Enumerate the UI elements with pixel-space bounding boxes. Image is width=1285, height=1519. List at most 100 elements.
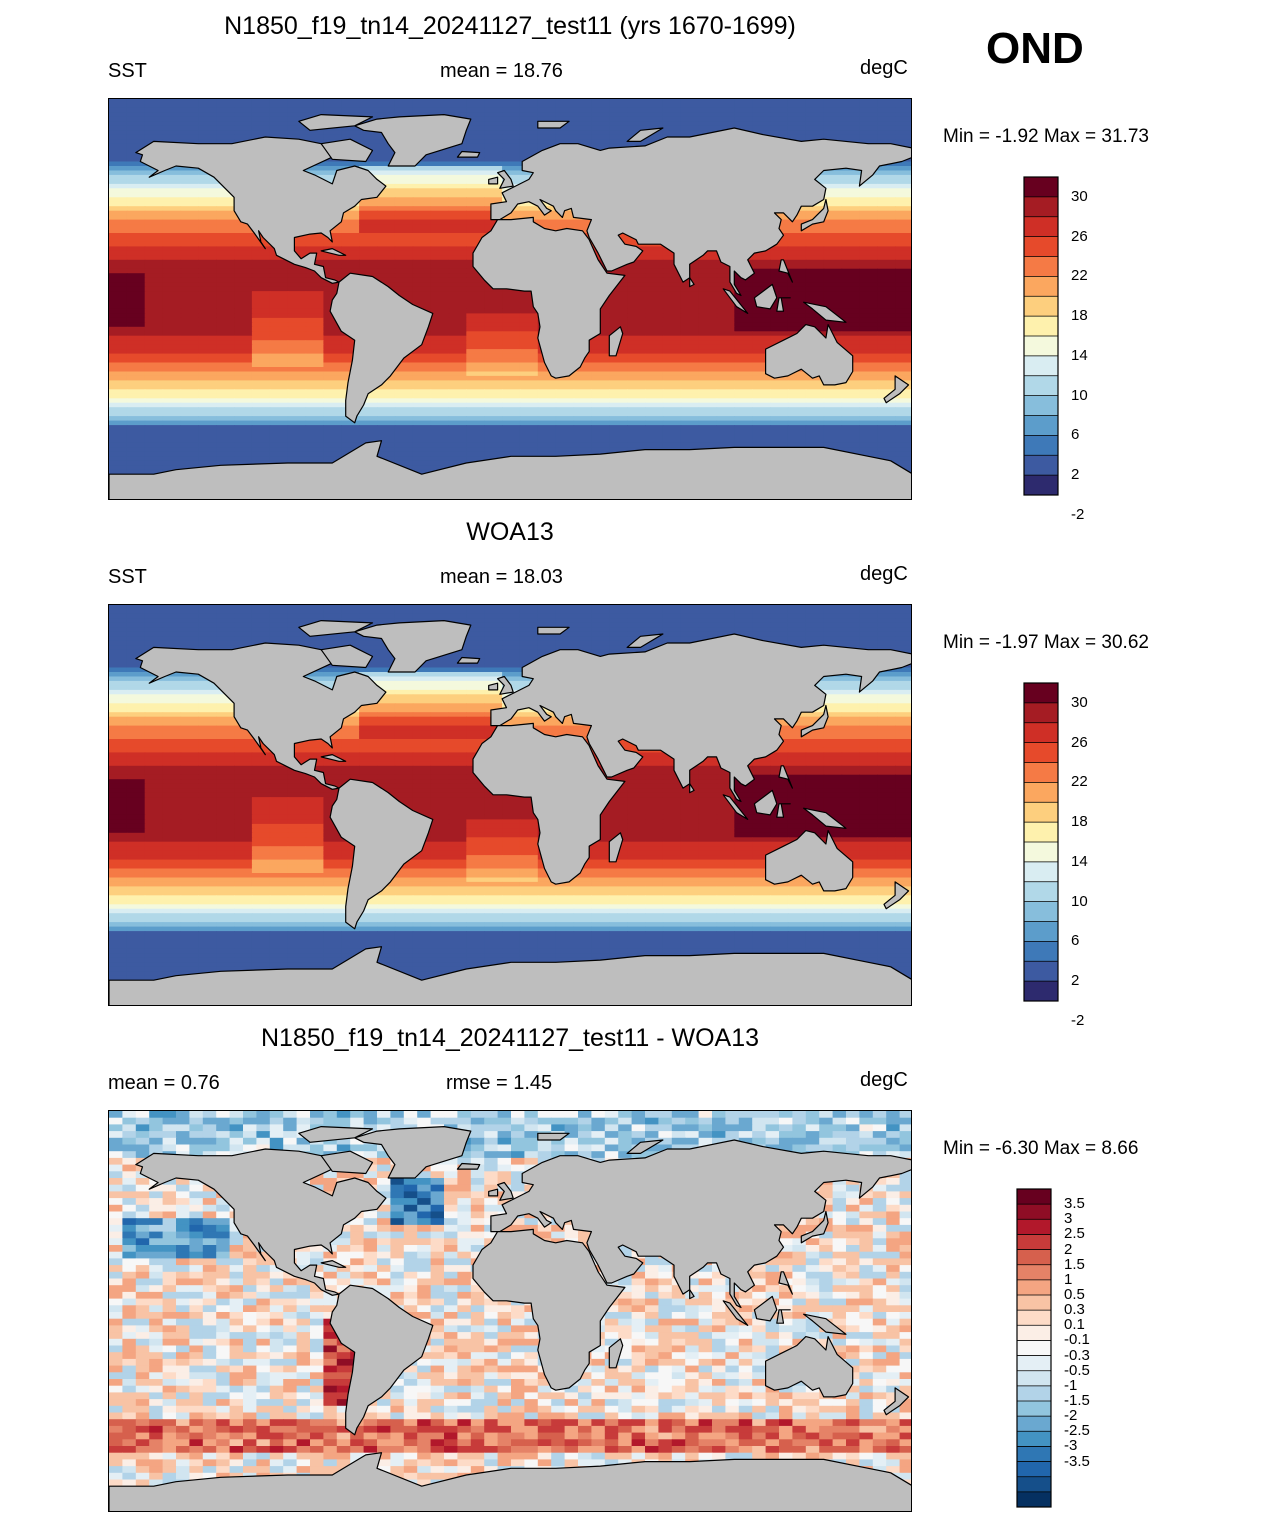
- panel-1-minmax: Min = -1.92 Max = 31.73: [943, 126, 1149, 147]
- landmass-uk: [497, 675, 514, 695]
- colorbar-tick-label: -0.5: [1064, 1361, 1090, 1379]
- colorbar-swatch: [1024, 921, 1058, 942]
- colorbar-swatch: [1024, 475, 1058, 496]
- colorbar-tick-label: 14: [1071, 346, 1088, 364]
- colorbar-tick-label: 26: [1071, 227, 1088, 245]
- landmass-svalbard: [537, 626, 570, 635]
- colorbar-tick-label: 22: [1071, 773, 1088, 791]
- colorbar-swatch: [1017, 1446, 1051, 1462]
- season-label: OND: [986, 24, 1084, 73]
- colorbar-swatch: [1024, 336, 1058, 357]
- colorbar-tick-label: -1: [1064, 1376, 1078, 1394]
- panel-3-map: [108, 1110, 912, 1512]
- colorbar-tick-label: 0.3: [1064, 1301, 1085, 1319]
- panel-3-rmse-label: rmse = 1.45: [446, 1072, 553, 1094]
- colorbar-swatch: [1024, 296, 1058, 317]
- colorbar-tick-label: 6: [1071, 932, 1080, 950]
- landmass-madagascar: [608, 1338, 624, 1369]
- colorbar-tick-label: 18: [1071, 813, 1088, 831]
- colorbar-swatch: [1017, 1249, 1051, 1266]
- panel-2-minmax: Min = -1.97 Max = 30.62: [943, 632, 1149, 653]
- colorbar-swatch: [1024, 822, 1058, 843]
- landmass-eurasia: [490, 127, 911, 297]
- landmass-newzealand: [883, 881, 910, 910]
- colorbar-swatch: [1017, 1325, 1051, 1341]
- landmass-ireland: [488, 682, 499, 691]
- landmass-greenland: [354, 1126, 472, 1179]
- landmass-cuba: [320, 754, 347, 762]
- landmass-japan: [800, 198, 829, 232]
- landmass-cuba: [320, 248, 347, 256]
- panel-1-mean-label: mean = 18.76: [440, 60, 563, 82]
- landmass-borneo: [753, 1295, 778, 1322]
- landmass-africa: [472, 722, 626, 885]
- colorbar-tick-label: -0.3: [1064, 1346, 1090, 1364]
- landmass-philippines: [778, 1271, 794, 1295]
- landmass-antarctica: [109, 946, 911, 1005]
- colorbar-tick-label: 2: [1071, 972, 1080, 990]
- colorbar-swatch: [1017, 1461, 1051, 1478]
- colorbar-tick-label: 1.5: [1064, 1255, 1085, 1273]
- landmass-japan: [800, 704, 829, 738]
- landmass-antarctica: [109, 440, 911, 499]
- landmass-eurasia: [490, 1139, 911, 1309]
- landmass-antarctica: [109, 1452, 911, 1511]
- landmass-iceland: [456, 1162, 481, 1170]
- landmass-svalbard: [537, 1132, 570, 1141]
- colorbar-tick-label: 2: [1064, 1240, 1073, 1258]
- colorbar-swatch: [1024, 683, 1058, 704]
- panel-1-title: N1850_f19_tn14_20241127_test11 (yrs 1670…: [224, 12, 796, 40]
- landmass-samerica: [329, 272, 434, 424]
- landmass-srilanka: [689, 1289, 695, 1300]
- colorbar-tick-label: -2.5: [1064, 1422, 1090, 1440]
- landmass-novaya: [626, 633, 664, 649]
- landmass-africa: [472, 1228, 626, 1391]
- colorbar-swatch: [1017, 1264, 1051, 1281]
- landmass-namerica: [135, 136, 387, 284]
- panel-1-colorbar: 30 26 22 18 14 10 6 2 -2: [1023, 176, 1143, 523]
- colorbar-tick-label: -2: [1064, 1407, 1078, 1425]
- landmass-greenland: [354, 114, 472, 167]
- colorbar-swatch: [1024, 762, 1058, 783]
- colorbar-swatch: [1024, 861, 1058, 883]
- colorbar-swatch: [1024, 415, 1058, 436]
- colorbar-tick-label: 0.1: [1064, 1316, 1085, 1334]
- colorbar-swatch: [1024, 901, 1058, 922]
- landmass-newguinea: [802, 1313, 847, 1335]
- colorbar-swatch: [1017, 1355, 1051, 1372]
- colorbar-swatch: [1024, 881, 1058, 902]
- panel-2-mean-label: mean = 18.03: [440, 566, 563, 588]
- landmass-africa: [472, 216, 626, 379]
- colorbar-tick-label: 26: [1071, 733, 1088, 751]
- landmass-samerica: [329, 1284, 434, 1436]
- panel-2-units-label: degC: [860, 563, 908, 585]
- colorbar-swatch: [1024, 961, 1058, 982]
- landmass-baffin: [320, 138, 374, 163]
- colorbar-tick-label: 22: [1071, 267, 1088, 285]
- landmass-borneo: [753, 789, 778, 816]
- colorbar-tick-label: -3.5: [1064, 1452, 1090, 1470]
- landmass-newzealand: [883, 375, 910, 404]
- colorbar-swatch: [1017, 1204, 1051, 1220]
- panel-1-map: [108, 98, 912, 500]
- colorbar-swatch: [1024, 742, 1058, 763]
- colorbar-tick-label: -3: [1064, 1437, 1078, 1455]
- colorbar-swatch: [1024, 256, 1058, 277]
- landmass-ireland: [488, 1188, 499, 1197]
- colorbar-swatch: [1024, 395, 1058, 416]
- colorbar-swatch: [1024, 455, 1058, 476]
- panel-1-variable-label: SST: [108, 60, 147, 82]
- landmass-srilanka: [689, 783, 695, 794]
- landmass-svalbard: [537, 120, 570, 129]
- landmass-namerica: [135, 642, 387, 790]
- colorbar-tick-label: 10: [1071, 386, 1088, 404]
- colorbar-swatch: [1017, 1401, 1051, 1417]
- colorbar-swatches: [1023, 682, 1059, 1002]
- panel-3-mean-label: mean = 0.76: [108, 1072, 220, 1094]
- colorbar-swatch: [1017, 1491, 1051, 1508]
- landmass-ellesmere: [298, 620, 374, 637]
- landmass-newguinea: [802, 807, 847, 829]
- colorbar-tick-label: 3.5: [1064, 1195, 1085, 1213]
- landmass-ireland: [488, 176, 499, 185]
- landmass-srilanka: [689, 277, 695, 288]
